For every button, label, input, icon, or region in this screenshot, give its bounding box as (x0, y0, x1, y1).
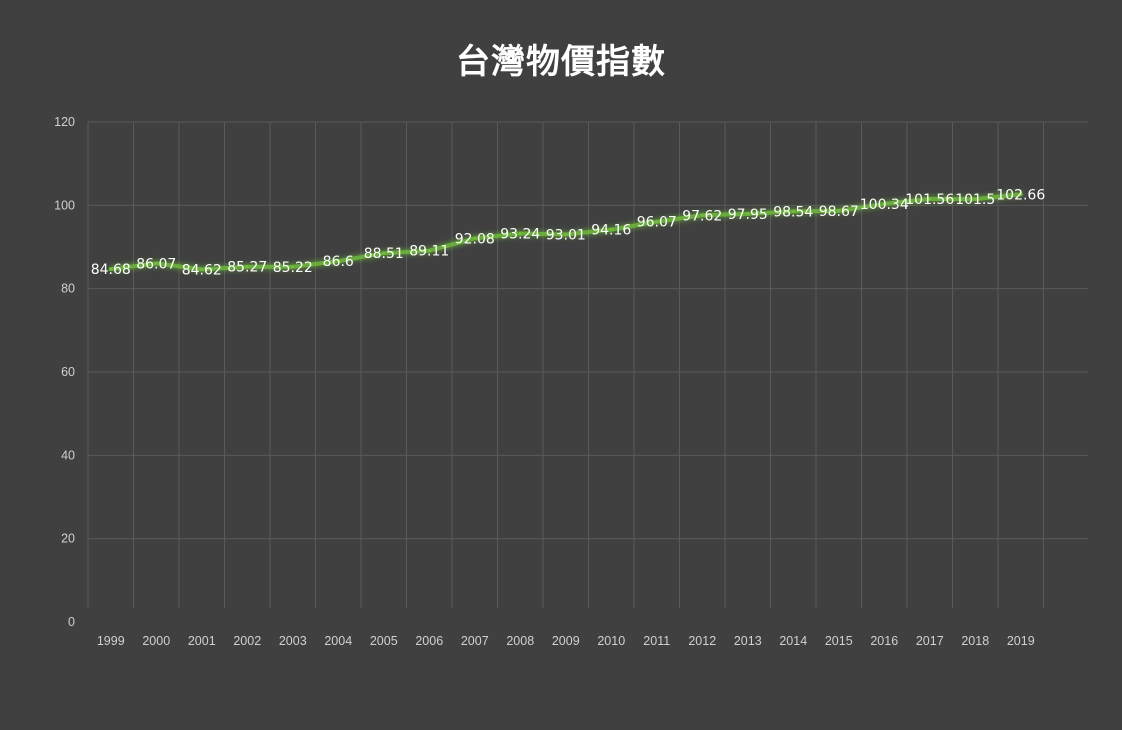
data-point (245, 265, 249, 269)
data-labels: 84.68 86.07 84.62 85.27 85.22 86.6 88.51 89.11 9… (91, 187, 1046, 278)
data-label: 101.5 (955, 192, 995, 208)
data-point (700, 213, 704, 217)
y-tick-label: 120 (54, 115, 75, 129)
data-label: 94.16 (591, 223, 631, 239)
data-point (882, 202, 886, 206)
data-label: 84.62 (182, 262, 222, 278)
x-tick-label: 2014 (779, 634, 807, 648)
series-line-group (108, 192, 1023, 272)
data-point (336, 259, 340, 263)
data-point (973, 197, 977, 201)
x-tick-label: 2019 (1007, 634, 1035, 648)
x-tick-label: 2018 (961, 634, 989, 648)
x-tick-label: 2012 (688, 634, 716, 648)
data-point (291, 265, 295, 269)
x-tick-label: 2009 (552, 634, 580, 648)
data-point (200, 267, 204, 271)
y-tick-label: 0 (68, 615, 75, 629)
data-point (382, 251, 386, 255)
x-tick-label: 2003 (279, 634, 307, 648)
data-point (791, 209, 795, 213)
x-tick-label: 2006 (415, 634, 443, 648)
data-label: 97.95 (728, 207, 768, 223)
data-point (109, 267, 113, 271)
x-tick-label: 1999 (97, 634, 125, 648)
data-label: 100.34 (860, 197, 909, 213)
data-label: 98.54 (773, 204, 813, 220)
chart-title: 台灣物價指數 (456, 42, 666, 82)
data-point (928, 197, 932, 201)
data-point (837, 209, 841, 213)
data-label: 86.6 (323, 254, 354, 270)
data-label: 92.08 (455, 231, 495, 247)
x-tick-label: 2000 (142, 634, 170, 648)
data-label: 101.56 (905, 192, 954, 208)
x-tick-label: 2005 (370, 634, 398, 648)
data-label: 84.68 (91, 262, 131, 278)
x-tick-label: 2013 (734, 634, 762, 648)
y-tick-label: 40 (61, 448, 75, 462)
x-axis-ticks: 1999 2000 2001 2002 2003 2004 2005 2006 2007 2008… (97, 634, 1035, 648)
y-tick-label: 60 (61, 365, 75, 379)
data-point (473, 236, 477, 240)
data-point (609, 228, 613, 232)
data-point (154, 261, 158, 265)
grid-lines (87, 121, 1088, 608)
data-label: 89.11 (409, 244, 449, 260)
data-label: 102.66 (996, 187, 1045, 203)
data-label: 98.67 (819, 204, 859, 220)
x-tick-label: 2008 (506, 634, 534, 648)
x-tick-label: 2011 (643, 634, 670, 648)
x-tick-label: 2002 (233, 634, 261, 648)
x-tick-label: 2017 (916, 634, 944, 648)
data-point (427, 249, 431, 253)
x-tick-label: 2007 (461, 634, 489, 648)
data-label: 85.27 (227, 260, 267, 276)
data-label: 85.22 (273, 260, 313, 276)
x-tick-label: 2015 (825, 634, 853, 648)
x-tick-label: 2016 (870, 634, 898, 648)
data-point (1019, 192, 1023, 196)
x-tick-label: 2001 (188, 634, 216, 648)
data-label: 86.07 (136, 256, 176, 272)
data-point (655, 220, 659, 224)
data-label: 93.24 (500, 227, 540, 243)
data-point (746, 212, 750, 216)
y-tick-label: 20 (61, 532, 75, 546)
y-axis-ticks: 0 20 40 60 80 100 120 (54, 115, 75, 629)
data-label: 96.07 (637, 215, 677, 231)
data-point (564, 232, 568, 236)
data-label: 88.51 (364, 246, 404, 262)
data-point (518, 232, 522, 235)
y-tick-label: 80 (61, 282, 75, 296)
x-tick-label: 2010 (597, 634, 625, 648)
data-label: 97.62 (682, 208, 722, 224)
data-label: 93.01 (546, 227, 586, 243)
x-tick-label: 2004 (324, 634, 352, 648)
y-tick-label: 100 (54, 198, 75, 212)
